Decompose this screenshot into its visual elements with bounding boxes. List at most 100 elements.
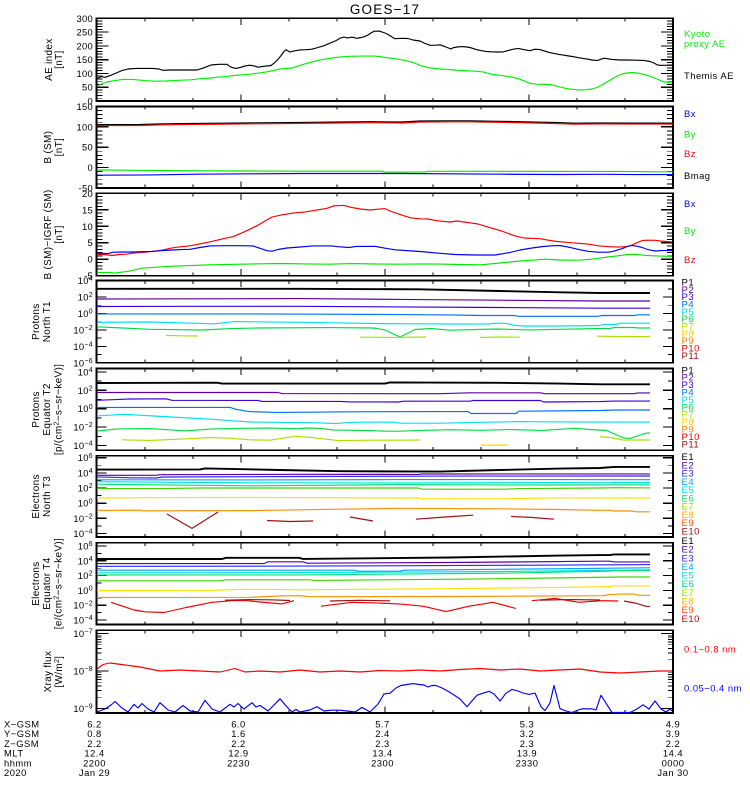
svg-text:Xray flux: Xray flux [43,651,54,693]
svg-text:E10: E10 [682,526,700,537]
svg-text:2020: 2020 [4,767,27,778]
svg-text:106: 106 [78,452,93,463]
svg-text:[nT]: [nT] [54,138,65,156]
svg-text:2.4: 2.4 [375,728,390,739]
svg-text:P1: P1 [682,365,695,376]
svg-text:10−2: 10−2 [73,422,93,433]
svg-text:Y−GSM: Y−GSM [4,728,40,739]
svg-text:200: 200 [76,40,93,51]
svg-text:P8: P8 [682,329,695,340]
svg-text:P5: P5 [682,307,695,318]
svg-text:P10: P10 [682,432,700,443]
svg-text:P3: P3 [682,380,695,391]
svg-text:E5: E5 [682,485,695,496]
svg-text:15: 15 [82,204,93,215]
svg-text:-50: -50 [79,182,93,193]
svg-text:[e/(cm2−s−sr−keV)]: [e/(cm2−s−sr−keV)] [54,538,65,629]
svg-text:3.2: 3.2 [520,728,535,739]
svg-text:6.0: 6.0 [231,719,246,730]
svg-text:E3: E3 [682,469,695,480]
svg-text:P3: P3 [682,292,695,303]
svg-text:Equator T4: Equator T4 [42,557,53,609]
svg-text:100: 100 [78,308,93,319]
svg-text:10−4: 10−4 [73,440,93,451]
svg-text:13.9: 13.9 [517,747,537,758]
svg-text:102: 102 [78,570,93,581]
svg-text:0.8: 0.8 [87,728,102,739]
svg-text:100: 100 [78,498,93,509]
svg-text:E8: E8 [682,596,695,607]
svg-text:10−9: 10−9 [73,703,93,714]
svg-text:P2: P2 [682,285,695,296]
svg-text:Kyoto: Kyoto [684,28,710,39]
svg-text:B (SM): B (SM) [43,131,54,164]
svg-text:Equator T2: Equator T2 [42,383,53,435]
svg-text:P9: P9 [682,425,695,436]
svg-text:E4: E4 [682,562,695,573]
svg-text:P8: P8 [682,417,695,428]
svg-text:E4: E4 [682,477,695,488]
svg-text:10−6: 10−6 [73,357,93,368]
svg-text:X−GSM: X−GSM [4,719,40,730]
svg-text:100: 100 [78,585,93,596]
svg-text:104: 104 [78,275,93,286]
svg-text:0000: 0000 [662,757,685,768]
svg-text:2330: 2330 [516,757,539,768]
svg-text:North T3: North T3 [42,476,53,517]
svg-text:10−2: 10−2 [73,324,93,335]
svg-text:6.2: 6.2 [87,719,102,730]
svg-text:104: 104 [78,467,93,478]
svg-text:[nT]: [nT] [54,225,65,243]
svg-text:50: 50 [82,142,93,153]
svg-text:12.4: 12.4 [84,747,104,758]
svg-text:100: 100 [76,68,93,79]
svg-text:E2: E2 [682,545,695,556]
svg-text:P7: P7 [682,322,695,333]
svg-text:13.4: 13.4 [372,747,392,758]
svg-text:E7: E7 [682,588,695,599]
svg-text:GOES−17: GOES−17 [350,2,420,17]
svg-text:[W/m2]: [W/m2] [54,656,65,688]
svg-text:10−4: 10−4 [73,341,93,352]
svg-text:2.3: 2.3 [375,738,390,749]
svg-text:Bz: Bz [684,148,696,159]
svg-text:E1: E1 [682,452,695,463]
svg-text:E3: E3 [682,553,695,564]
svg-text:10: 10 [82,221,93,232]
svg-text:5.7: 5.7 [375,719,390,730]
svg-text:1.6: 1.6 [231,728,246,739]
svg-text:2.2: 2.2 [231,738,246,749]
svg-text:Bx: Bx [684,198,696,209]
svg-text:Electrons: Electrons [31,561,42,605]
svg-text:3.9: 3.9 [666,728,681,739]
svg-text:0: 0 [87,96,93,107]
svg-text:14.4: 14.4 [663,747,683,758]
svg-text:P9: P9 [682,336,695,347]
svg-text:2300: 2300 [371,757,394,768]
svg-text:proxy AE: proxy AE [684,38,726,49]
svg-text:Electrons: Electrons [31,474,42,518]
svg-text:[p/(cm2−s−sr−keV)]: [p/(cm2−s−sr−keV)] [54,364,65,455]
svg-text:P2: P2 [682,373,695,384]
svg-text:E6: E6 [682,493,695,504]
svg-text:0.05−0.4 nm: 0.05−0.4 nm [684,683,742,694]
svg-text:5.3: 5.3 [520,719,535,730]
svg-text:E5: E5 [682,571,695,582]
svg-text:Themis AE: Themis AE [684,70,734,81]
svg-text:0.1−0.8 nm: 0.1−0.8 nm [684,644,736,655]
svg-text:150: 150 [76,54,93,65]
svg-text:P5: P5 [682,395,695,406]
svg-text:2.2: 2.2 [666,738,681,749]
svg-text:104: 104 [78,366,93,377]
svg-text:250: 250 [76,27,93,38]
svg-text:P4: P4 [682,299,695,310]
svg-text:10−2: 10−2 [73,600,93,611]
svg-text:106: 106 [78,541,93,552]
svg-text:E10: E10 [682,614,700,625]
svg-text:P1: P1 [682,277,695,288]
svg-text:North T1: North T1 [42,301,53,342]
svg-text:100: 100 [76,121,93,132]
svg-text:[nT]: [nT] [54,50,65,68]
svg-text:Bmag: Bmag [684,170,711,181]
svg-text:E2: E2 [682,460,695,471]
